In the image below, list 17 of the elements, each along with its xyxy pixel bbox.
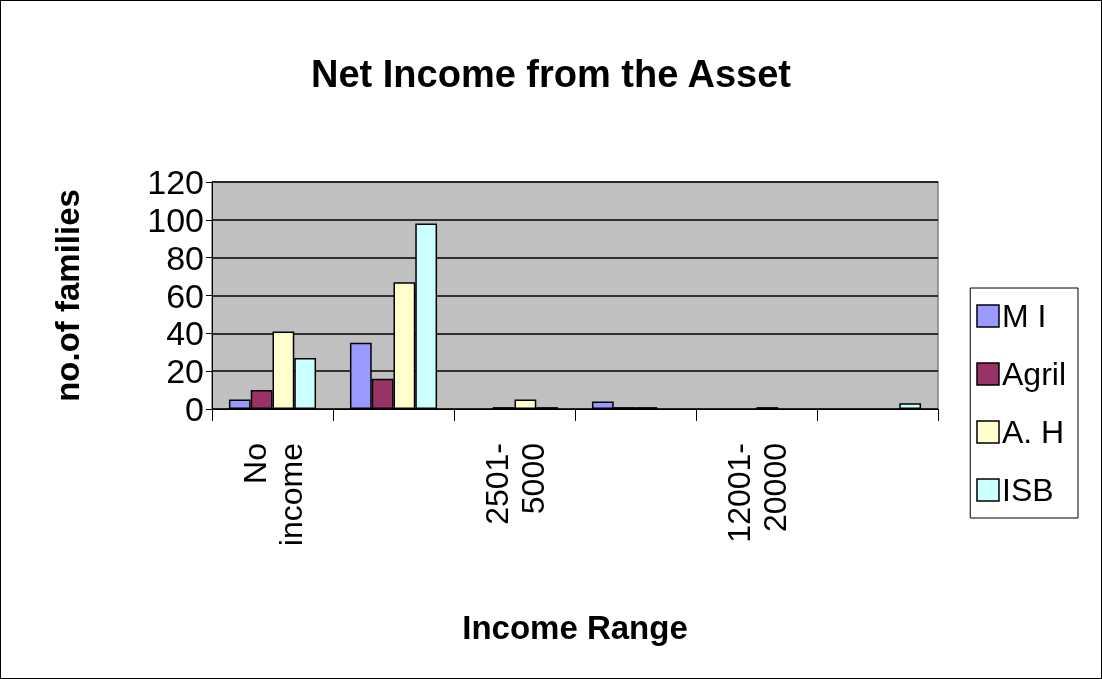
y-tick-label: 120 [147, 163, 204, 201]
legend-label: Agril [1001, 356, 1066, 392]
y-tick-label: 0 [185, 390, 204, 428]
legend-label: M I [1001, 298, 1047, 334]
legend-label: ISB [1001, 472, 1054, 508]
legend-label: A. H [1001, 414, 1065, 450]
x-tick-label: 12001-20000 [720, 443, 793, 543]
y-tick-label: 80 [166, 238, 204, 277]
x-axis-title: Income Range [462, 609, 688, 646]
x-tick-label: No income [236, 443, 309, 547]
y-tick-label: 60 [166, 276, 204, 315]
chart-title: Net Income from the Asset [310, 53, 792, 95]
y-tick-label: 40 [166, 314, 204, 353]
x-tick-label: 2501-5000 [478, 443, 551, 525]
y-tick-label: 20 [166, 352, 204, 391]
y-tick-label: 100 [147, 200, 204, 239]
y-axis-title: no.of families [49, 189, 86, 402]
